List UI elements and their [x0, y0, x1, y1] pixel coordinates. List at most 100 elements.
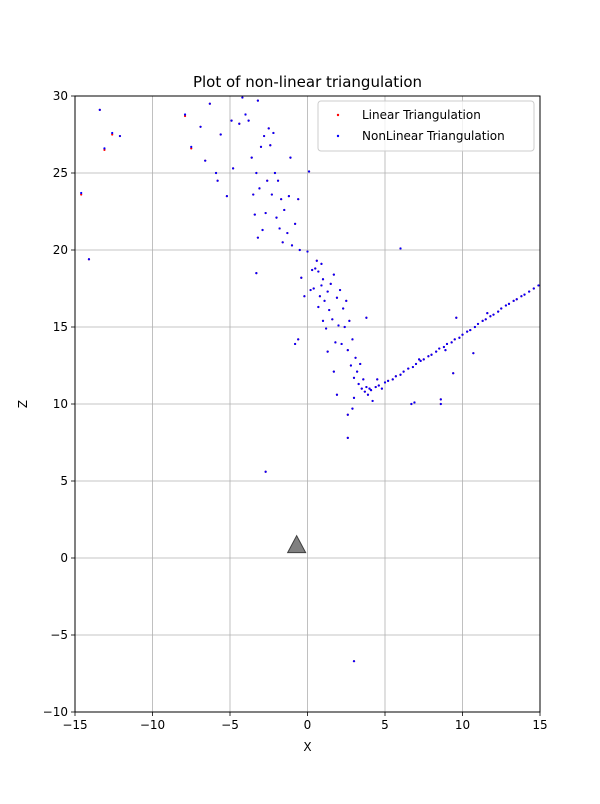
x-tick-label: 10 — [455, 718, 470, 732]
nonlinear-point — [103, 147, 106, 150]
nonlinear-point — [354, 356, 357, 359]
nonlinear-point — [523, 293, 526, 296]
nonlinear-point — [287, 195, 290, 198]
nonlinear-point — [346, 413, 349, 416]
nonlinear-point — [306, 250, 309, 253]
nonlinear-point — [497, 310, 500, 313]
nonlinear-point — [225, 195, 228, 198]
camera-marker-layer — [286, 534, 307, 554]
nonlinear-point — [537, 284, 540, 287]
nonlinear-point — [411, 365, 414, 369]
nonlinear-point — [450, 341, 453, 344]
nonlinear-point — [263, 134, 266, 138]
nonlinear-point — [422, 358, 425, 361]
nonlinear-point — [111, 131, 114, 135]
nonlinear-point — [317, 270, 320, 273]
nonlinear-point — [442, 345, 445, 349]
nonlinear-point — [473, 325, 476, 329]
nonlinear-point — [266, 179, 269, 182]
nonlinear-point — [466, 330, 469, 333]
nonlinear-point — [219, 133, 222, 136]
nonlinear-point — [444, 349, 447, 352]
nonlinear-point — [276, 179, 280, 182]
nonlinear-point — [391, 378, 394, 381]
nonlinear-point — [472, 352, 475, 355]
nonlinear-point — [455, 316, 458, 319]
nonlinear-point — [342, 307, 345, 310]
nonlinear-point — [326, 350, 329, 353]
y-axis-label: Z — [16, 400, 30, 408]
nonlinear-point — [427, 355, 430, 358]
nonlinear-point — [394, 375, 397, 378]
data-points — [80, 96, 540, 663]
linear-point — [80, 193, 83, 196]
nonlinear-point — [321, 319, 325, 322]
nonlinear-point — [300, 276, 303, 279]
nonlinear-point — [461, 333, 464, 336]
nonlinear-point — [208, 102, 211, 105]
nonlinear-point — [252, 193, 255, 196]
y-tick-label: 25 — [53, 166, 68, 180]
nonlinear-point — [278, 227, 281, 230]
nonlinear-point — [500, 307, 503, 310]
nonlinear-point — [281, 241, 284, 244]
nonlinear-point — [334, 341, 337, 344]
nonlinear-point — [512, 299, 515, 302]
nonlinear-point — [352, 396, 356, 399]
nonlinear-point — [366, 393, 370, 396]
linear-point — [183, 114, 187, 118]
nonlinear-point — [332, 273, 335, 276]
nonlinear-point — [190, 145, 193, 148]
nonlinear-point — [214, 171, 218, 175]
nonlinear-point — [297, 338, 300, 341]
nonlinear-point — [484, 318, 487, 321]
nonlinear-point — [325, 327, 328, 330]
nonlinear-point — [430, 353, 433, 356]
nonlinear-point — [267, 127, 270, 130]
nonlinear-point — [458, 336, 461, 339]
y-tick-label: 5 — [60, 474, 68, 488]
linear-point — [103, 148, 106, 151]
nonlinear-point — [492, 313, 495, 316]
nonlinear-point — [335, 296, 339, 299]
nonlinear-point — [418, 358, 421, 361]
x-axis-label: X — [303, 740, 311, 754]
nonlinear-point — [438, 347, 441, 350]
nonlinear-point — [345, 299, 348, 302]
nonlinear-point — [329, 282, 332, 285]
nonlinear-point — [307, 170, 311, 173]
nonlinear-point — [294, 222, 297, 225]
nonlinear-point — [413, 401, 416, 404]
nonlinear-point — [270, 193, 273, 196]
y-tick-label: 30 — [53, 89, 68, 103]
nonlinear-point — [453, 338, 456, 341]
nonlinear-point — [258, 187, 261, 190]
nonlinear-point — [87, 258, 91, 261]
nonlinear-point — [365, 316, 368, 319]
nonlinear-point — [247, 119, 250, 122]
nonlinear-point — [387, 379, 390, 382]
nonlinear-point — [323, 299, 326, 302]
nonlinear-point — [230, 119, 233, 122]
nonlinear-point — [332, 370, 335, 373]
nonlinear-point — [289, 156, 292, 159]
nonlinear-point — [351, 338, 354, 341]
nonlinear-point — [269, 144, 272, 147]
nonlinear-point — [346, 349, 349, 352]
nonlinear-point — [264, 211, 267, 215]
nonlinear-point — [445, 342, 449, 346]
camera-triangle-marker — [286, 534, 307, 554]
nonlinear-point — [331, 318, 334, 321]
nonlinear-point — [504, 304, 507, 307]
nonlinear-point — [312, 287, 315, 290]
nonlinear-point — [359, 362, 362, 366]
nonlinear-point — [369, 389, 373, 392]
nonlinear-point — [98, 108, 101, 111]
nonlinear-point — [244, 113, 247, 116]
nonlinear-point — [399, 373, 402, 376]
nonlinear-point — [261, 228, 264, 232]
nonlinear-point — [363, 390, 366, 393]
nonlinear-point — [204, 159, 207, 162]
